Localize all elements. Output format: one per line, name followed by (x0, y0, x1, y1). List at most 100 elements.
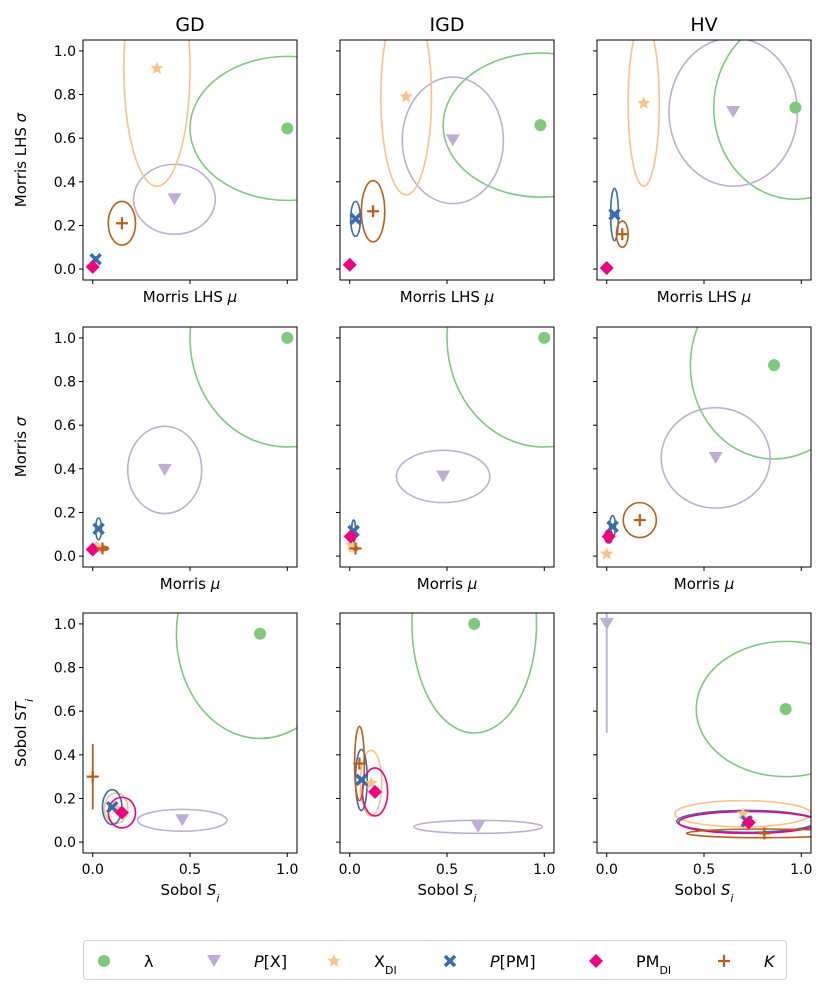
ellipse-ppm (349, 200, 362, 238)
y-tick-label: 0.2 (54, 505, 76, 521)
point-px (157, 463, 172, 476)
point-px (167, 193, 182, 206)
y-tick-label: 0.0 (54, 549, 76, 565)
axes-frame (339, 326, 555, 568)
subplot-2-1: 0.0 0.5 1.0 Sobol Si (336, 612, 555, 905)
y-tick-label: 0.0 (54, 835, 76, 851)
error-ellipses (609, 40, 811, 249)
point-lambda (468, 617, 481, 630)
y-tick-label: 0.6 (54, 418, 76, 434)
subplot-2-0: 0.0 0.2 0.4 0.6 0.8 1.0 0.0 0.5 1.0 Sobol Si Sobol… (12, 612, 298, 905)
point-xdi (150, 61, 164, 75)
point-px (436, 470, 451, 483)
axes-frame (339, 612, 555, 854)
error-ellipses (347, 327, 554, 553)
ellipse-lambda (712, 40, 811, 201)
subplot-2-2: 0.0 0.5 1.0 Sobol Si (593, 612, 812, 905)
point-lambda (534, 119, 547, 132)
point-lambda (538, 331, 551, 344)
point-px (726, 106, 741, 118)
point-k (633, 514, 646, 527)
subplot-title: IGD (430, 14, 465, 36)
point-pmdi (114, 805, 129, 820)
ellipse-lambda (189, 327, 297, 448)
legend-entry-lambda: λ (98, 952, 153, 971)
point-pmdi (343, 529, 358, 544)
point-k (96, 542, 109, 555)
legend-marker-px (207, 955, 221, 967)
x-axis-label: Morris LHS μ (657, 288, 751, 306)
point-ppm (608, 208, 621, 221)
point-px (708, 451, 723, 464)
point-px (471, 820, 486, 833)
markers (85, 61, 294, 274)
ellipse-px (413, 819, 544, 835)
legend-entry-ppm: P[PM] (443, 952, 536, 971)
x-axis-label: Sobol Si (161, 881, 220, 905)
ellipse-xdi (380, 40, 433, 196)
ellipse-lambda (695, 640, 811, 778)
point-k (349, 542, 362, 555)
point-ppm (355, 773, 368, 787)
markers (342, 89, 547, 272)
error-ellipses (92, 40, 297, 263)
legend-canvas: λ P[X] XDI P[PM] PMDI K (98, 952, 776, 977)
point-px (175, 814, 190, 827)
point-k (758, 827, 771, 840)
point-lambda (789, 101, 802, 114)
x-axis-label: Morris LHS μ (400, 288, 494, 306)
x-tick-label: 0.5 (693, 862, 715, 878)
ellipse-lambda (446, 327, 554, 448)
ellipse-ppm (609, 187, 620, 242)
subplot-title: GD (175, 14, 204, 36)
markers (600, 359, 781, 560)
axes-frame (82, 612, 298, 854)
ellipse-px (401, 76, 505, 205)
point-xdi (600, 546, 614, 560)
y-tick-label: 0.8 (54, 661, 76, 677)
y-tick-label: 0.4 (54, 462, 76, 478)
error-ellipses (353, 613, 544, 835)
point-lambda (281, 122, 294, 135)
y-tick-label: 0.2 (54, 791, 76, 807)
ellipse-k (107, 200, 137, 246)
ellipse-px (395, 449, 491, 504)
point-xdi (637, 96, 651, 109)
point-pmdi (601, 529, 616, 544)
legend-marker-pmdi (589, 954, 603, 968)
legend-marker-k (718, 955, 730, 967)
y-tick-label: 0.6 (54, 704, 76, 720)
y-axis-label: Sobol STi (12, 699, 36, 767)
y-tick-label: 1.0 (54, 331, 76, 347)
legend-marker-lambda (98, 955, 110, 967)
markers (599, 96, 802, 275)
point-ppm (349, 212, 362, 226)
subplot-1-0: 0.0 0.2 0.4 0.6 0.8 1.0 Morris μ Morris σ (12, 326, 298, 593)
ellipse-ppm (675, 809, 811, 834)
point-k (616, 228, 629, 241)
point-k (367, 205, 380, 218)
point-k (86, 770, 99, 783)
x-tick-label: 1.0 (533, 862, 555, 878)
x-axis-label: Morris μ (160, 575, 221, 593)
x-axis-label: Morris μ (417, 575, 478, 593)
point-xdi (399, 89, 413, 103)
y-tick-label: 1.0 (54, 44, 76, 60)
subplot-0-0: 0.0 0.2 0.4 0.6 0.8 1.0 Morris LHS μ Morris LHS… (12, 14, 298, 306)
point-lambda (779, 703, 792, 715)
ellipse-px (136, 808, 228, 832)
ellipse-xdi (627, 40, 661, 187)
ellipse-ppm (94, 517, 103, 541)
point-lambda (254, 627, 267, 640)
point-pmdi (85, 542, 100, 557)
ellipse-lambda (411, 613, 538, 734)
error-ellipses (603, 327, 811, 544)
point-ppm (606, 520, 619, 533)
y-axis-label: Morris LHS σ (12, 112, 30, 207)
markers (353, 617, 486, 833)
legend-entry-k: K (718, 952, 776, 971)
legend-label-pmdi: PMDI (636, 952, 671, 977)
legend-entry-px: P[X] (207, 952, 287, 971)
legend-entry-pmdi: PMDI (589, 952, 671, 977)
legend-label-lambda: λ (144, 952, 153, 971)
